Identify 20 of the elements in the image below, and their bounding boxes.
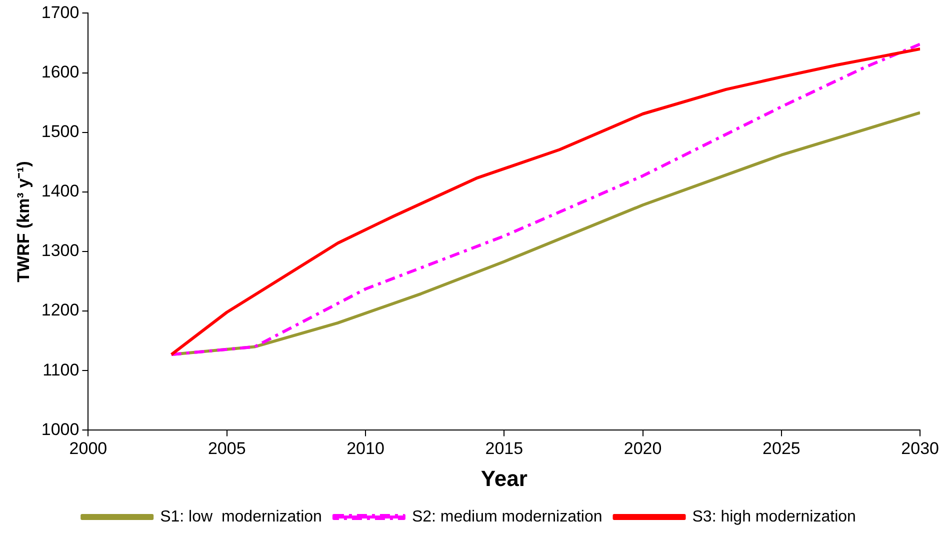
y-tick-label: 1100 (42, 360, 80, 380)
x-tick-label: 2005 (208, 439, 246, 458)
x-tick-label: 2020 (624, 439, 662, 458)
x-tick-label: 2010 (346, 439, 384, 458)
x-axis-title: Year (480, 466, 528, 491)
y-tick-label: 1700 (41, 2, 80, 22)
y-tick-label: 1600 (41, 62, 80, 82)
x-tick-label: 2025 (762, 439, 800, 458)
y-tick-label: 1000 (41, 420, 80, 439)
legend-label: S3: high modernization (692, 508, 856, 526)
y-tick-label: 1200 (41, 300, 80, 320)
y-tick-label: 1400 (41, 182, 80, 201)
y-tick-label: 1500 (41, 122, 80, 142)
x-tick-label: 2000 (69, 439, 108, 458)
y-axis-title: TWRF (km³ y⁻¹) (14, 161, 33, 282)
y-tick-label: 1300 (41, 241, 80, 260)
x-tick-label: 2030 (901, 439, 940, 458)
legend-label: S1: low modernization (160, 508, 322, 526)
x-tick-label: 2015 (485, 439, 524, 458)
legend-label: S2: medium modernization (412, 508, 602, 526)
